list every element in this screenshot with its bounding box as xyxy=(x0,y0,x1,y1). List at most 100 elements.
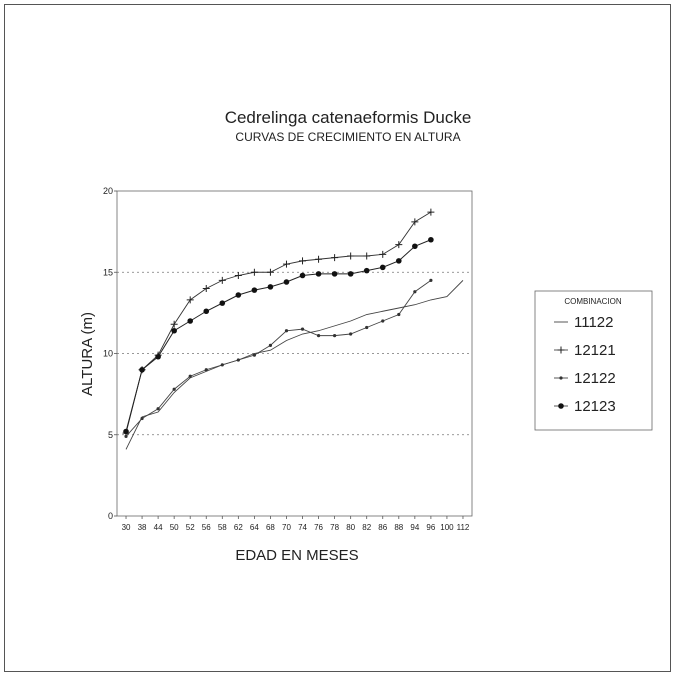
legend-swatch-marker xyxy=(559,376,563,380)
data-point xyxy=(187,318,194,324)
x-tick-label: 100 xyxy=(440,523,454,532)
series-12123 xyxy=(123,236,434,435)
legend-swatch-marker xyxy=(557,346,565,354)
data-point xyxy=(203,308,210,315)
series-line-11122 xyxy=(125,280,464,450)
x-tick-label: 76 xyxy=(314,523,323,532)
data-point xyxy=(220,363,224,367)
x-tick-label: 88 xyxy=(394,523,403,532)
data-point xyxy=(234,272,242,279)
x-tick-label: 44 xyxy=(154,523,163,532)
data-point xyxy=(218,276,226,284)
data-point xyxy=(395,258,402,264)
x-tick-label: 70 xyxy=(282,523,291,532)
figure-frame xyxy=(4,4,671,672)
x-tick-label: 52 xyxy=(186,523,195,532)
x-tick-label: 96 xyxy=(426,523,435,532)
legend: COMBINACION 11122 12121 12122 12123 xyxy=(534,290,653,431)
data-point xyxy=(236,358,240,362)
x-tick-label: 68 xyxy=(266,523,275,532)
data-point xyxy=(204,368,208,372)
x-tick-label: 62 xyxy=(234,523,243,532)
x-tick-label: 58 xyxy=(218,523,227,532)
data-point xyxy=(397,312,401,317)
series-line-12121 xyxy=(125,211,432,434)
legend-label: 11122 xyxy=(574,314,614,331)
x-tick-label: 30 xyxy=(122,523,131,532)
y-tick-label: 20 xyxy=(103,186,113,196)
data-point xyxy=(299,272,306,279)
series-11122 xyxy=(125,280,464,450)
x-tick-label: 74 xyxy=(298,523,307,532)
data-point xyxy=(251,287,258,293)
legend-label: 12122 xyxy=(574,370,616,387)
series-line-12122 xyxy=(125,280,432,437)
data-point xyxy=(283,279,290,285)
data-point xyxy=(363,252,371,260)
data-point xyxy=(411,218,419,226)
data-point xyxy=(315,255,323,263)
y-tick-label: 0 xyxy=(108,511,113,521)
y-axis-label: ALTURA (m) xyxy=(79,312,96,396)
data-point xyxy=(365,325,369,330)
data-point xyxy=(316,334,321,338)
data-point xyxy=(156,407,160,411)
x-tick-label: 112 xyxy=(457,523,470,532)
series-layer xyxy=(122,208,464,450)
data-point xyxy=(413,290,417,294)
data-point xyxy=(331,254,339,262)
data-point xyxy=(333,334,337,338)
x-tick-label: 94 xyxy=(410,523,419,532)
legend-label: 12123 xyxy=(574,398,616,415)
y-tick-label: 10 xyxy=(103,349,113,359)
data-point xyxy=(379,250,387,258)
data-point xyxy=(412,243,418,250)
data-point xyxy=(188,374,192,378)
data-point xyxy=(123,428,129,435)
data-point xyxy=(395,241,403,249)
data-point xyxy=(349,332,353,336)
y-tick-label: 15 xyxy=(103,267,113,277)
data-point xyxy=(155,353,161,360)
data-point xyxy=(235,292,242,298)
data-point xyxy=(429,278,433,282)
x-tick-label: 64 xyxy=(250,523,259,532)
legend-item-12122: 12122 xyxy=(554,370,616,387)
data-point xyxy=(140,416,144,421)
data-point xyxy=(268,343,273,347)
x-tick-label: 86 xyxy=(378,523,387,532)
x-tick-label: 80 xyxy=(346,523,355,532)
x-axis-ticks: 30 38 44 50 52 56 58 62 64 68 70 74 76 78 80 82 86 88 94 96… xyxy=(122,516,470,532)
legend-items: 11122 12121 12122 12123 xyxy=(554,314,616,415)
y-tick-label: 5 xyxy=(108,430,113,440)
legend-box xyxy=(534,290,653,431)
data-point xyxy=(252,353,256,357)
series-12121 xyxy=(122,208,435,437)
grid-lines xyxy=(117,271,472,436)
data-point xyxy=(186,296,194,304)
legend-label: 12121 xyxy=(574,342,616,359)
data-point xyxy=(427,208,435,216)
legend-title: COMBINACION xyxy=(564,297,622,306)
x-tick-label: 56 xyxy=(202,523,211,532)
data-point xyxy=(124,434,128,438)
chart-subtitle: CURVAS DE CRECIMIENTO EN ALTURA xyxy=(235,130,460,144)
data-point xyxy=(139,366,145,373)
data-point xyxy=(331,271,338,277)
legend-swatch-marker xyxy=(558,403,564,409)
data-point xyxy=(347,271,354,277)
data-point xyxy=(315,271,322,277)
data-point xyxy=(347,252,355,260)
x-tick-label: 78 xyxy=(330,523,339,532)
legend-item-12123: 12123 xyxy=(554,398,616,415)
series-12122 xyxy=(124,278,433,438)
x-tick-label: 50 xyxy=(170,523,179,532)
data-point xyxy=(250,268,258,276)
data-point xyxy=(379,264,386,271)
data-point xyxy=(202,285,210,292)
data-point xyxy=(428,236,434,243)
data-point xyxy=(219,300,226,306)
data-point xyxy=(300,327,305,331)
data-point xyxy=(381,319,385,323)
